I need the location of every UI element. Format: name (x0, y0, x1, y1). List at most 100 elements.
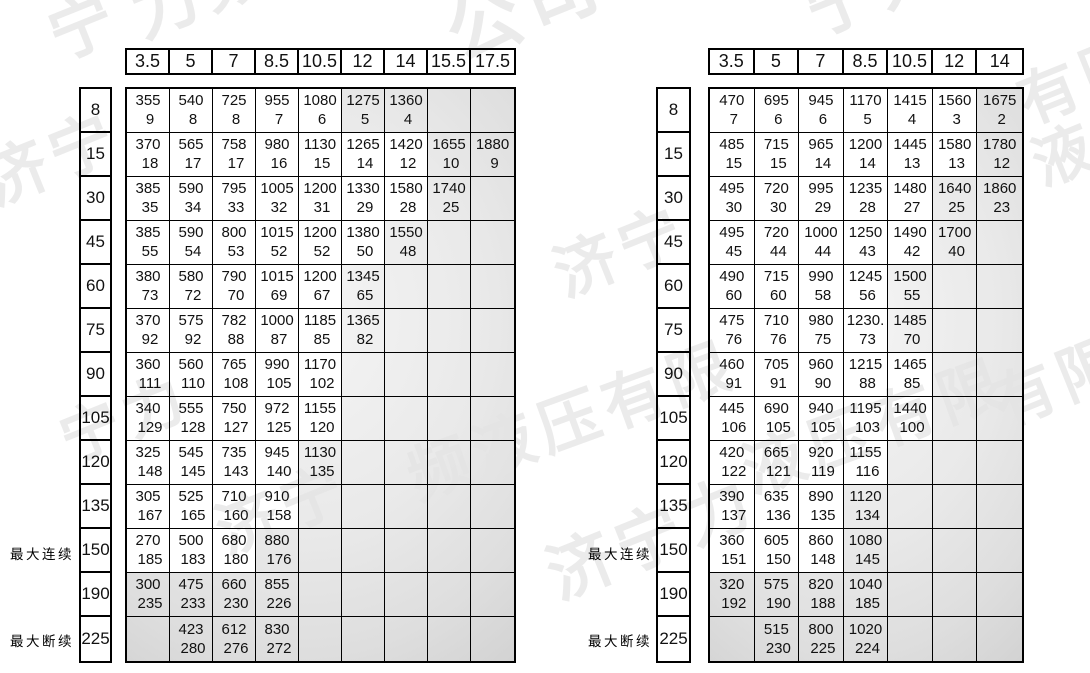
cell-bottom-value: 185 (137, 551, 163, 568)
data-cell (799, 133, 844, 177)
data-cell (385, 133, 428, 177)
column-header-cell: 17.5 (474, 51, 511, 71)
cell-top-value: 1015 (260, 268, 294, 285)
data-cell (799, 309, 844, 353)
cell-bottom-value: 55 (141, 243, 159, 260)
data-cell: 1345 65 (342, 265, 385, 309)
data-cell: 980 16 (256, 133, 299, 177)
cell-bottom-value: 87 (270, 331, 288, 348)
data-cell: 1880 9 (471, 133, 514, 177)
data-cell (428, 617, 471, 661)
cell-top-value: 795 (221, 180, 247, 197)
data-cell: 1655 10 (428, 133, 471, 177)
cell-bottom-value: 127 (223, 419, 249, 436)
data-cell (977, 353, 1022, 397)
data-cell (977, 397, 1022, 441)
cell-bottom-value: 42 (903, 243, 921, 260)
cell-top-value: 710 (763, 312, 789, 329)
cell-bottom-value: 53 (227, 243, 245, 260)
data-cell: 1675 2 (977, 89, 1022, 133)
data-cell: 830 272 (256, 617, 299, 661)
cell-bottom-value: 122 (721, 463, 747, 480)
data-cell (256, 89, 299, 133)
data-cell (342, 133, 385, 177)
cell-bottom-value: 56 (859, 287, 876, 304)
data-cell (471, 89, 514, 133)
cell-top-value: 660 (221, 576, 247, 593)
data-cell: 735 143 (213, 441, 256, 485)
data-cell: 1500 55 (888, 265, 933, 309)
cell-bottom-value: 33 (227, 199, 245, 216)
cell-bottom-value: 69 (270, 287, 288, 304)
cell-bottom-value: 91 (725, 375, 743, 392)
cell-top-value: 1155 (849, 444, 882, 461)
cell-bottom-value: 180 (223, 551, 249, 568)
data-cell (213, 441, 256, 485)
data-cell: 590 34 (170, 177, 213, 221)
cell-bottom-value: 116 (855, 463, 880, 480)
cell-bottom-value: 10 (442, 155, 460, 172)
cell-bottom-value: 15 (770, 155, 787, 172)
data-cell (299, 573, 342, 617)
data-cell (710, 397, 755, 441)
data-cell (471, 617, 514, 661)
data-cell: 1330 29 (342, 177, 385, 221)
column-header-cell: 8.5 (256, 50, 299, 73)
column-header-cell: 5 (170, 50, 213, 73)
data-cell (385, 353, 428, 397)
cell-top-value: 1700 (937, 224, 972, 241)
left-table-data-grid: 355 9 540 8 725 8 955 7 1080 6 1275 5 1360 4 370 18 565 1… (125, 87, 516, 663)
data-cell (127, 397, 170, 441)
data-cell: 1445 13 (888, 133, 933, 177)
cell-top-value: 370 (135, 136, 161, 153)
data-cell (977, 617, 1022, 661)
data-cell (170, 89, 213, 133)
data-cell (799, 529, 844, 573)
cell-bottom-value: 280 (180, 639, 206, 657)
data-cell (977, 221, 1022, 265)
data-cell (127, 529, 170, 573)
data-cell (342, 353, 385, 397)
data-cell (342, 485, 385, 529)
data-cell: 575 92 (170, 309, 213, 353)
data-cell: 940 105 (799, 397, 844, 441)
data-cell: 1580 13 (932, 133, 978, 177)
data-cell (342, 573, 385, 617)
data-cell (843, 177, 889, 221)
data-cell (843, 89, 889, 133)
data-cell (932, 485, 978, 529)
data-cell (428, 221, 471, 265)
cell-top-value: 720 (763, 180, 789, 197)
data-cell (888, 617, 933, 661)
cell-bottom-value: 35 (141, 199, 159, 216)
data-cell: 1000 87 (256, 309, 299, 353)
cell-bottom-value: 60 (725, 287, 743, 304)
row-header-cell: 135 (81, 485, 110, 529)
data-cell: 355 9 (127, 89, 170, 133)
data-cell: 460 91 (710, 353, 755, 397)
data-cell (710, 441, 755, 485)
data-cell: 515 230 (755, 617, 800, 661)
row-header-cell: 60 (658, 265, 689, 309)
data-cell (843, 353, 889, 397)
cell-bottom-value: 224 (854, 639, 880, 657)
cell-top-value: 1040 (848, 576, 883, 593)
column-header-cell: 14 (989, 51, 1010, 71)
data-cell: 1700 40 (932, 221, 978, 265)
cell-top-value: 705 (763, 356, 789, 373)
cell-top-value: 945 (808, 92, 834, 109)
data-cell (932, 133, 978, 177)
cell-bottom-value: 12 (399, 155, 417, 172)
cell-top-value: 1490 (893, 224, 927, 241)
data-cell (213, 529, 256, 573)
cell-bottom-value: 160 (223, 507, 249, 524)
cell-top-value: 300 (135, 576, 161, 593)
data-cell (127, 177, 170, 221)
cell-bottom-value: 70 (903, 331, 921, 348)
cell-bottom-value: 188 (810, 595, 836, 612)
data-cell: 300 235 (127, 573, 170, 617)
data-cell: 705 91 (754, 353, 800, 397)
data-cell (385, 397, 428, 441)
cell-top-value: 995 (808, 180, 834, 197)
cell-top-value: 390 (719, 488, 745, 505)
